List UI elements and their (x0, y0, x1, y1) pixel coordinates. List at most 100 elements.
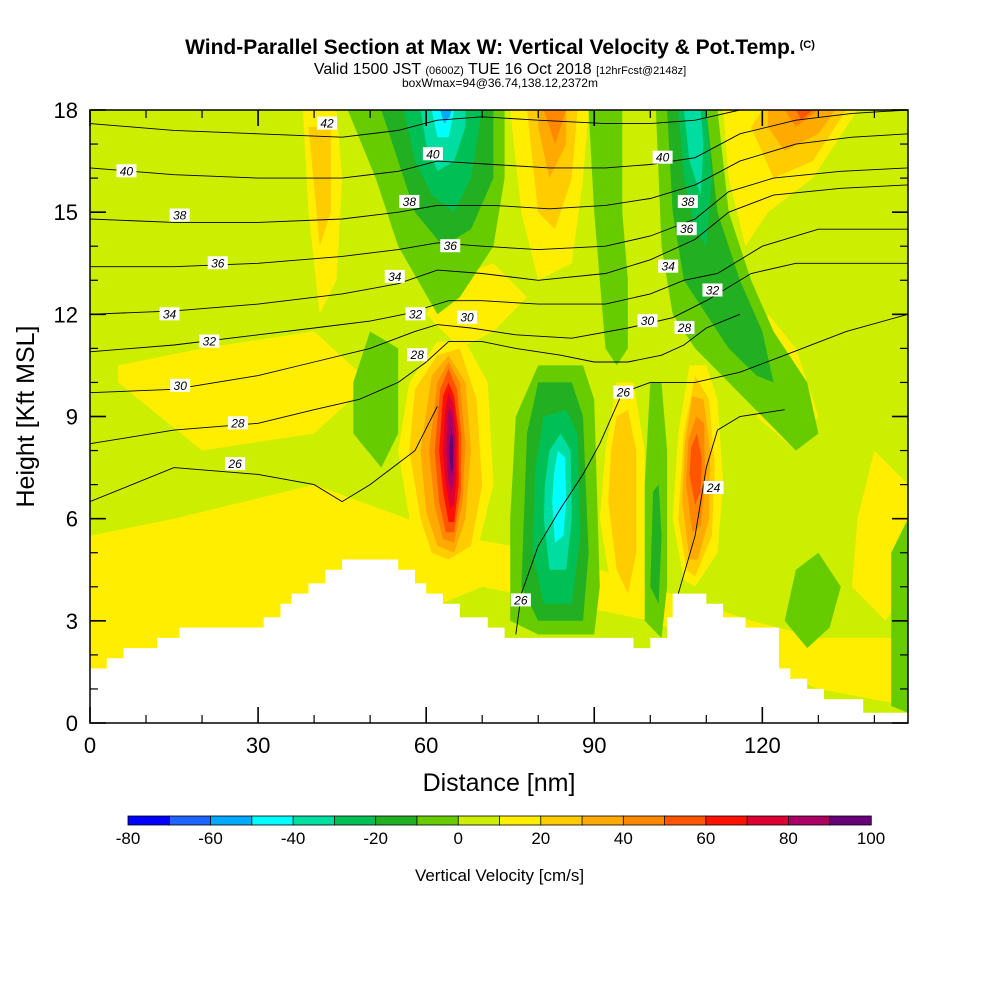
y-tick-label: 0 (66, 711, 78, 736)
x-tick-label: 60 (414, 733, 438, 758)
velocity-region-14 (543, 110, 567, 145)
contour-label: 26 (227, 457, 242, 471)
colorbar-bin (499, 815, 542, 826)
theta-contour-34-6 (90, 184, 908, 315)
contour-label-bg (159, 307, 180, 321)
colorbar-bin (251, 815, 294, 826)
y-tick-label: 3 (66, 609, 78, 634)
contour-label-bg (227, 416, 248, 430)
contour-label-bg (652, 150, 673, 164)
theta-contour-32-5 (90, 228, 908, 353)
theta-contour-24-0 (677, 409, 785, 594)
velocity-region-51 (683, 110, 704, 196)
theta-contour-30-4 (90, 262, 908, 394)
y-axis-title: Height [Kft MSL] (12, 325, 40, 507)
contour-label-bg (116, 164, 137, 178)
colorbar-bin (416, 815, 459, 826)
colorbar-bin (540, 815, 583, 826)
velocity-region-13 (767, 110, 836, 151)
velocity-region-16 (795, 110, 813, 121)
potential-temperature-contours (90, 110, 908, 635)
velocity-region-33 (353, 331, 399, 468)
theta-contour-38-8 (90, 133, 908, 223)
contour-label: 30 (460, 311, 474, 325)
contour-label-bg (407, 348, 428, 362)
colorbar-bin (622, 815, 666, 826)
contour-label-bg (677, 194, 698, 208)
x-tick-label: 90 (582, 733, 606, 758)
colorbar-bin (788, 815, 831, 826)
velocity-region-52 (891, 518, 908, 713)
contour-label-bg (703, 481, 724, 495)
x-axis-title: Distance [nm] (423, 769, 576, 797)
contour-label-bg (405, 307, 426, 321)
contour-label: 36 (211, 256, 225, 270)
contour-label-bg (658, 259, 679, 273)
contour-label: 36 (680, 222, 694, 236)
terrain (90, 559, 908, 723)
colorbar-tick-label: -60 (198, 829, 223, 848)
contour-label: 36 (444, 239, 458, 253)
y-tick-label: 6 (66, 507, 78, 532)
contour-label-bg (440, 239, 461, 253)
colorbar-tick-label: 40 (614, 829, 633, 848)
theta-contour-36-7 (90, 167, 908, 268)
contour-label: 38 (681, 195, 695, 209)
copyright-mark: (C) (799, 39, 815, 51)
contour-label: 28 (410, 348, 425, 362)
contour-label-bg (637, 314, 658, 328)
contour-label: 30 (174, 379, 188, 393)
colorbar-bin (457, 815, 501, 826)
colorbar-bin (829, 815, 872, 826)
velocity-region-38 (552, 450, 567, 543)
velocity-region-1 (90, 484, 908, 706)
colorbar-bin (375, 815, 418, 826)
colorbar: -80 -60 -40 -20 0 20 40 60 80 100 Vertical Velocit… (116, 815, 885, 885)
contour-label: 40 (426, 147, 440, 161)
contour-label: 34 (163, 307, 177, 321)
contour-label-bg (674, 320, 695, 334)
contour-label: 32 (706, 283, 720, 297)
contour-label: 26 (616, 386, 631, 400)
colorbar-bin (581, 815, 625, 826)
theta-contour-40-9 (90, 110, 908, 179)
colorbar-bin (168, 815, 212, 826)
colorbar-tick-label: -20 (363, 829, 388, 848)
valid-date: TUE 16 Oct 2018 (468, 61, 592, 78)
theta-contour-26-2 (515, 313, 908, 635)
x-tick-label: 120 (744, 733, 781, 758)
contour-label-bg (225, 457, 246, 471)
contour-label-bg (510, 593, 531, 607)
contour-label-bg (613, 385, 634, 399)
y-tick-label: 15 (54, 200, 78, 225)
theta-contour-28-3 (90, 313, 741, 445)
contour-label: 26 (513, 593, 528, 607)
colorbar-bin (705, 815, 748, 826)
colorbar-title: Vertical Velocity [cm/s] (415, 866, 584, 885)
velocity-region-25 (449, 426, 454, 475)
contour-label-bg (422, 147, 443, 161)
y-tick-label: 12 (54, 302, 78, 327)
velocity-region-2 (118, 331, 371, 451)
contour-label-bg (199, 334, 220, 348)
contour-label: 38 (403, 195, 417, 209)
theta-contour-26-1 (90, 406, 438, 503)
velocity-region-46 (440, 110, 452, 124)
colorbar-tick-label: 60 (696, 829, 715, 848)
velocity-region-53 (784, 552, 841, 649)
colorbar-tick-label: -40 (281, 829, 306, 848)
colorbar-tick-label: 20 (531, 829, 550, 848)
velocity-region-9 (308, 127, 331, 247)
colorbar-tick-label: 0 (453, 829, 462, 848)
colorbar-bin (746, 815, 790, 826)
colorbar-bin (292, 815, 336, 826)
contour-label-bg (676, 222, 697, 236)
contour-label: 30 (641, 314, 655, 328)
contour-label-bg (207, 256, 228, 270)
chart-title: Wind-Parallel Section at Max W: Vertical… (0, 36, 1000, 60)
contour-label-bg (170, 378, 191, 392)
contour-label: 32 (409, 307, 423, 321)
colorbar-bin (333, 815, 377, 826)
contour-labels: 42 40 40 40 38 38 38 36 36 36 34 34 34 32 32 32 30 30 30 28… (116, 116, 724, 607)
